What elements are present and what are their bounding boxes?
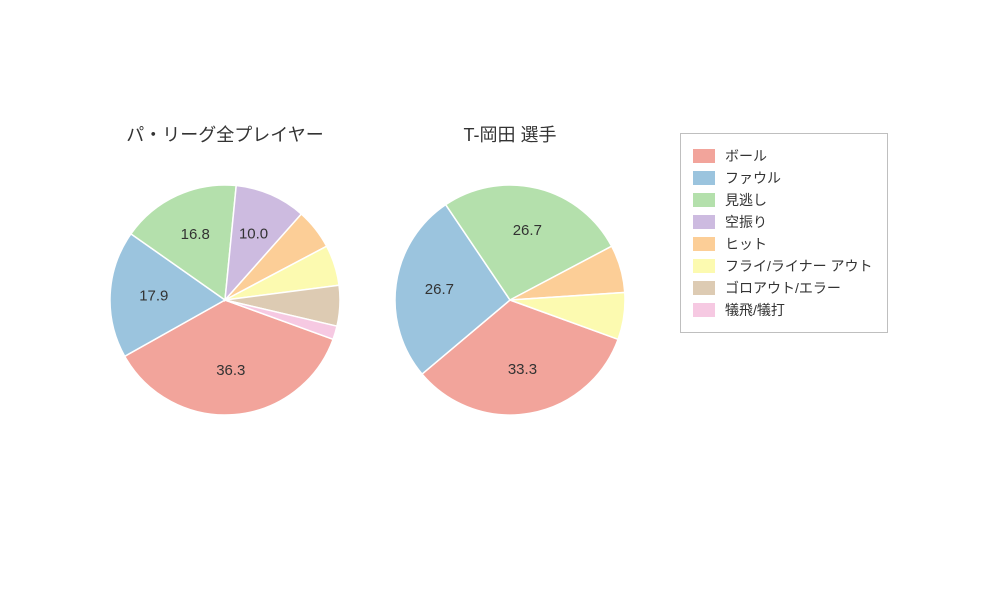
legend-swatch-sac [693,303,715,317]
legend-item-ground: ゴロアウト/エラー [693,278,873,298]
legend-item-swing: 空振り [693,212,873,232]
chart-title-player: T-岡田 選手 [360,121,660,147]
legend-swatch-ball [693,149,715,163]
legend-label-hit: ヒット [725,234,767,254]
legend-swatch-foul [693,171,715,185]
legend-item-ball: ボール [693,146,873,166]
pie-league: 36.3 17.9 16.8 10.0 [108,183,342,417]
legend-label-ground: ゴロアウト/エラー [725,278,841,298]
pie-slice-label-league-ball: 36.3 [216,362,245,379]
legend-item-foul: ファウル [693,168,873,188]
pie-slice-label-league-foul: 17.9 [139,287,168,304]
pie-player: 33.3 26.7 26.7 [393,183,627,417]
chart-title-league: パ・リーグ全プレイヤー [75,121,375,147]
legend-swatch-flyline [693,259,715,273]
legend-item-hit: ヒット [693,234,873,254]
legend-label-sac: 犠飛/犠打 [725,300,785,320]
pie-slice-label-player-look: 26.7 [513,222,542,239]
legend-swatch-swing [693,215,715,229]
legend-swatch-hit [693,237,715,251]
chart-stage: パ・リーグ全プレイヤー 36.3 17.9 16.8 10.0 T-岡田 選手 33.3 26… [0,0,1000,600]
legend-swatch-ground [693,281,715,295]
legend: ボールファウル見逃し空振りヒットフライ/ライナー アウトゴロアウト/エラー犠飛/… [680,133,888,333]
legend-item-look: 見逃し [693,190,873,210]
legend-label-look: 見逃し [725,190,767,210]
legend-label-ball: ボール [725,146,767,166]
pie-slice-label-league-swing: 10.0 [239,226,268,243]
legend-swatch-look [693,193,715,207]
legend-label-swing: 空振り [725,212,767,232]
legend-item-flyline: フライ/ライナー アウト [693,256,873,276]
pie-slice-label-player-ball: 33.3 [508,361,537,378]
legend-label-foul: ファウル [725,168,781,188]
pie-slice-label-player-foul: 26.7 [425,281,454,298]
legend-item-sac: 犠飛/犠打 [693,300,873,320]
legend-label-flyline: フライ/ライナー アウト [725,256,873,276]
pie-slice-label-league-look: 16.8 [181,226,210,243]
